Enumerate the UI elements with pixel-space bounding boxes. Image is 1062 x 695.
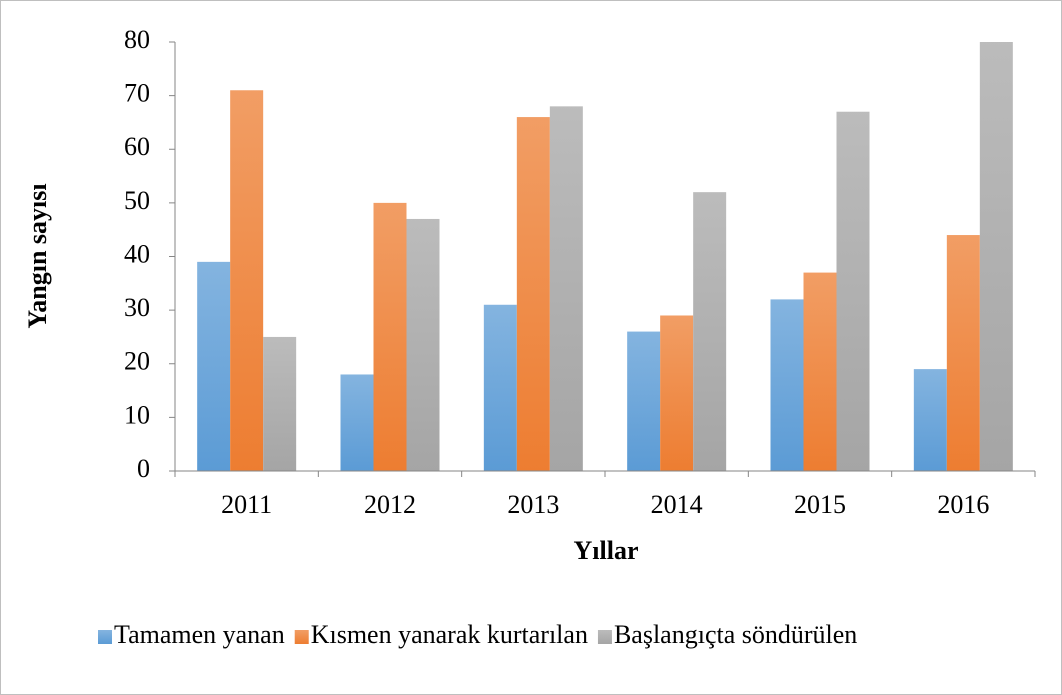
bar bbox=[660, 315, 694, 471]
y-tick-label: 60 bbox=[124, 132, 150, 161]
bar bbox=[803, 272, 837, 471]
y-tick-label: 80 bbox=[124, 25, 150, 54]
bar bbox=[946, 235, 980, 471]
y-tick-label: 40 bbox=[124, 239, 150, 268]
y-tick-label: 20 bbox=[124, 347, 150, 376]
bar bbox=[627, 331, 661, 471]
bar bbox=[230, 90, 264, 471]
bar bbox=[770, 299, 804, 471]
bar bbox=[263, 336, 297, 471]
x-axis-label: Yıllar bbox=[574, 536, 639, 565]
bar bbox=[483, 304, 517, 471]
x-tick-label: 2014 bbox=[651, 490, 703, 519]
x-tick-label: 2012 bbox=[364, 490, 416, 519]
bar bbox=[913, 369, 947, 471]
y-tick-label: 30 bbox=[124, 293, 150, 322]
x-tick-label: 2016 bbox=[937, 490, 989, 519]
legend-swatch bbox=[294, 630, 309, 644]
bar bbox=[197, 261, 231, 471]
x-tick-label: 2013 bbox=[507, 490, 559, 519]
bar bbox=[340, 374, 374, 471]
bar bbox=[693, 192, 727, 471]
bar bbox=[373, 202, 407, 471]
legend-label: Başlangıçta söndürülen bbox=[614, 620, 857, 649]
bar bbox=[836, 111, 870, 472]
y-axis-label: Yangın sayısı bbox=[23, 183, 52, 328]
y-tick-label: 70 bbox=[124, 79, 150, 108]
legend-label: Tamamen yanan bbox=[114, 620, 285, 649]
legend-swatch bbox=[597, 630, 612, 644]
legend-swatch bbox=[98, 630, 112, 644]
x-tick-label: 2011 bbox=[221, 490, 272, 519]
bar bbox=[979, 42, 1013, 471]
y-tick-label: 50 bbox=[124, 186, 150, 215]
x-tick-label: 2015 bbox=[794, 490, 846, 519]
bar bbox=[406, 218, 440, 471]
legend-label: Kısmen yanarak kurtarılan bbox=[311, 620, 588, 649]
bar bbox=[549, 106, 583, 471]
y-tick-label: 10 bbox=[124, 400, 150, 429]
y-tick-label: 0 bbox=[137, 454, 150, 483]
bar bbox=[516, 117, 550, 471]
